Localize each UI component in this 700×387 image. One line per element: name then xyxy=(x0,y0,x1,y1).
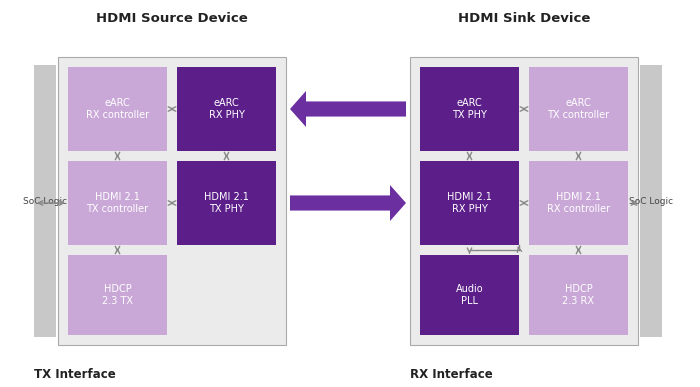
Text: eARC
RX controller: eARC RX controller xyxy=(86,98,149,120)
Bar xyxy=(34,65,56,337)
Bar xyxy=(420,255,519,335)
Text: SoC Logic: SoC Logic xyxy=(23,197,67,205)
Text: Audio
PLL: Audio PLL xyxy=(456,284,483,306)
Text: HDMI 2.1
RX controller: HDMI 2.1 RX controller xyxy=(547,192,610,214)
Bar xyxy=(420,67,519,151)
Bar xyxy=(410,57,638,345)
Text: eARC
RX PHY: eARC RX PHY xyxy=(209,98,244,120)
Text: HDMI 2.1
RX PHY: HDMI 2.1 RX PHY xyxy=(447,192,492,214)
Text: HDMI 2.1
TX PHY: HDMI 2.1 TX PHY xyxy=(204,192,249,214)
Text: eARC
TX PHY: eARC TX PHY xyxy=(452,98,487,120)
Bar xyxy=(68,255,167,335)
Text: TX Interface: TX Interface xyxy=(34,368,116,382)
Bar xyxy=(420,161,519,245)
Bar xyxy=(177,67,276,151)
Bar xyxy=(68,67,167,151)
Text: RX Interface: RX Interface xyxy=(410,368,493,382)
Bar xyxy=(177,161,276,245)
Text: HDMI 2.1
TX controller: HDMI 2.1 TX controller xyxy=(86,192,148,214)
Bar xyxy=(529,255,628,335)
Bar xyxy=(640,65,662,337)
Text: HDCP
2.3 TX: HDCP 2.3 TX xyxy=(102,284,133,306)
Bar xyxy=(529,67,628,151)
Text: SoC Logic: SoC Logic xyxy=(629,197,673,205)
Text: HDMI Source Device: HDMI Source Device xyxy=(96,12,248,24)
Text: HDMI Sink Device: HDMI Sink Device xyxy=(458,12,590,24)
Bar xyxy=(58,57,286,345)
Text: HDCP
2.3 RX: HDCP 2.3 RX xyxy=(563,284,594,306)
Text: eARC
TX controller: eARC TX controller xyxy=(547,98,610,120)
Bar xyxy=(529,161,628,245)
Polygon shape xyxy=(290,91,406,127)
Bar xyxy=(68,161,167,245)
Polygon shape xyxy=(290,185,406,221)
